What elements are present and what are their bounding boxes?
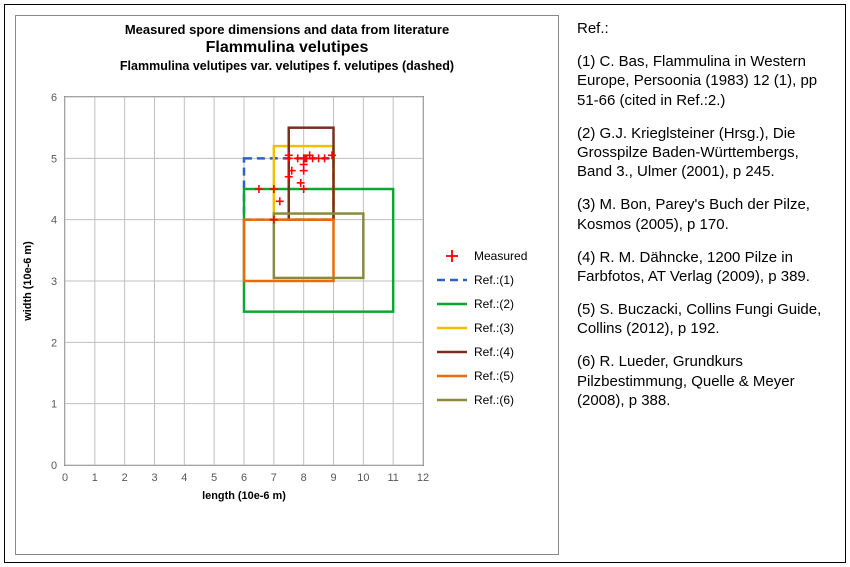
legend-ref-3: Ref.:(3) [436, 316, 546, 340]
measured-point [255, 185, 263, 193]
reference-item-2: (2) G.J. Krieglsteiner (Hrsg.), Die Gros… [577, 124, 831, 182]
svg-text:4: 4 [181, 472, 187, 484]
svg-text:8: 8 [301, 472, 307, 484]
y-axis-label: width (10e-6 m) [22, 241, 34, 322]
svg-text:2: 2 [122, 472, 128, 484]
references-pane: Ref.: (1) C. Bas, Flammulina in Western … [565, 5, 845, 562]
reference-item-1: (1) C. Bas, Flammulina in Western Europe… [577, 52, 831, 110]
measured-point [270, 216, 278, 224]
measured-point [276, 197, 284, 205]
svg-text:1: 1 [92, 472, 98, 484]
line-swatch-icon [436, 271, 468, 289]
chart-pane: Measured spore dimensions and data from … [5, 5, 565, 562]
legend-ref-6: Ref.:(6) [436, 388, 546, 412]
y-tick-labels: 0 1 2 3 4 5 6 [51, 92, 57, 472]
references-heading: Ref.: [577, 19, 831, 38]
legend-ref-4: Ref.:(4) [436, 340, 546, 364]
line-swatch-icon [436, 295, 468, 313]
plus-icon [436, 247, 468, 265]
legend-label: Measured [474, 249, 527, 263]
legend-ref-2: Ref.:(2) [436, 292, 546, 316]
chart-titles: Measured spore dimensions and data from … [16, 16, 558, 73]
line-swatch-icon [436, 367, 468, 385]
legend-measured: Measured [436, 244, 546, 268]
svg-text:3: 3 [151, 472, 157, 484]
title-line-1: Measured spore dimensions and data from … [16, 22, 558, 37]
title-line-2: Flammulina velutipes [16, 39, 558, 57]
legend: Measured Ref.:(1) Ref.:(2) Ref.:(3) Ref.:(4… [436, 244, 546, 412]
references-list: (1) C. Bas, Flammulina in Western Europe… [577, 52, 831, 410]
legend-label: Ref.:(6) [474, 393, 514, 407]
svg-text:0: 0 [62, 472, 68, 484]
svg-text:10: 10 [357, 472, 369, 484]
reference-item-6: (6) R. Lueder, Grundkurs Pilzbestimmung,… [577, 352, 831, 410]
svg-text:2: 2 [51, 337, 57, 349]
svg-text:7: 7 [271, 472, 277, 484]
x-tick-labels: 0123456789101112 [62, 472, 429, 484]
svg-text:9: 9 [330, 472, 336, 484]
legend-ref-5: Ref.:(5) [436, 364, 546, 388]
legend-ref-1: Ref.:(1) [436, 268, 546, 292]
svg-text:6: 6 [51, 92, 57, 104]
title-line-3: Flammulina velutipes var. velutipes f. v… [16, 59, 558, 73]
line-swatch-icon [436, 319, 468, 337]
plot-area: 0123456789101112 0123456 length (10e-6 m… [64, 96, 424, 466]
legend-label: Ref.:(3) [474, 321, 514, 335]
x-axis-label: length (10e-6 m) [202, 490, 286, 502]
figure-container: Measured spore dimensions and data from … [4, 4, 846, 563]
ref-box-2 [244, 189, 393, 312]
svg-text:0: 0 [51, 460, 57, 472]
svg-text:5: 5 [211, 472, 217, 484]
svg-text:4: 4 [51, 215, 57, 227]
legend-label: Ref.:(4) [474, 345, 514, 359]
chart-box: Measured spore dimensions and data from … [15, 15, 559, 555]
svg-text:11: 11 [387, 472, 398, 484]
ref-box-6 [274, 214, 364, 278]
svg-text:12: 12 [417, 472, 429, 484]
svg-text:5: 5 [51, 153, 57, 165]
reference-item-3: (3) M. Bon, Parey's Buch der Pilze, Kosm… [577, 195, 831, 233]
measured-point [270, 185, 278, 193]
reference-item-4: (4) R. M. Dähncke, 1200 Pilze in Farbfot… [577, 248, 831, 286]
svg-text:6: 6 [241, 472, 247, 484]
legend-label: Ref.:(5) [474, 369, 514, 383]
ref-box-5 [244, 220, 334, 281]
legend-label: Ref.:(1) [474, 273, 514, 287]
svg-text:3: 3 [51, 276, 57, 288]
svg-text:1: 1 [51, 399, 57, 411]
line-swatch-icon [436, 391, 468, 409]
line-swatch-icon [436, 343, 468, 361]
ref-box-4 [289, 128, 334, 220]
reference-item-5: (5) S. Buczacki, Collins Fungi Guide, Co… [577, 300, 831, 338]
measured-point [321, 154, 329, 162]
legend-label: Ref.:(2) [474, 297, 514, 311]
